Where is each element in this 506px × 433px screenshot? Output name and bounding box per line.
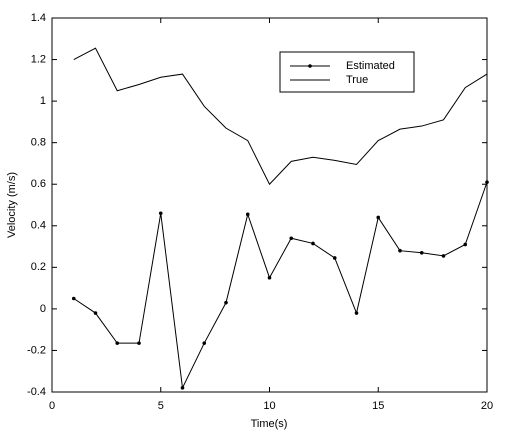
legend-label: True: [346, 74, 368, 86]
y-tick-label: 0.8: [31, 137, 46, 149]
series-line: [73, 47, 488, 186]
x-tick-label: 10: [263, 400, 275, 412]
legend: [279, 51, 415, 93]
point: [463, 242, 468, 247]
point: [137, 341, 141, 345]
point: [289, 236, 294, 241]
y-tick-label: 0.4: [31, 220, 46, 232]
point: [485, 180, 489, 184]
y-tick-label: 0.2: [31, 261, 46, 273]
point: [224, 300, 228, 305]
point: [398, 248, 402, 253]
point: [311, 241, 315, 246]
x-tick-label: 0: [49, 400, 55, 412]
point: [376, 215, 381, 220]
legend-marker: [308, 64, 312, 68]
point: [115, 341, 120, 345]
y-axis-label: Velocity (m/s): [6, 172, 18, 238]
point: [267, 275, 272, 280]
point: [158, 211, 163, 216]
legend-label: Estimated: [346, 60, 395, 72]
y-tick-label: 1.2: [31, 53, 46, 65]
x-axis-label: Time(s): [251, 418, 288, 430]
x-tick-label: 20: [481, 400, 493, 412]
point: [419, 250, 424, 255]
y-tick-label: 1: [40, 95, 46, 107]
point: [71, 296, 76, 301]
point: [441, 254, 446, 258]
x-tick-label: 5: [158, 400, 164, 412]
y-tick-label: 1.4: [31, 12, 46, 24]
y-tick-label: 0: [40, 303, 46, 315]
point: [245, 212, 250, 217]
point: [332, 256, 337, 260]
y-tick-label: 0.6: [31, 178, 46, 190]
point: [93, 311, 98, 315]
y-tick-label: -0.4: [27, 386, 46, 398]
point: [202, 341, 207, 345]
point: [354, 311, 359, 315]
y-tick-label: -0.2: [27, 344, 46, 356]
x-tick-label: 15: [372, 400, 384, 412]
point: [180, 386, 185, 390]
series-line: [73, 181, 488, 390]
